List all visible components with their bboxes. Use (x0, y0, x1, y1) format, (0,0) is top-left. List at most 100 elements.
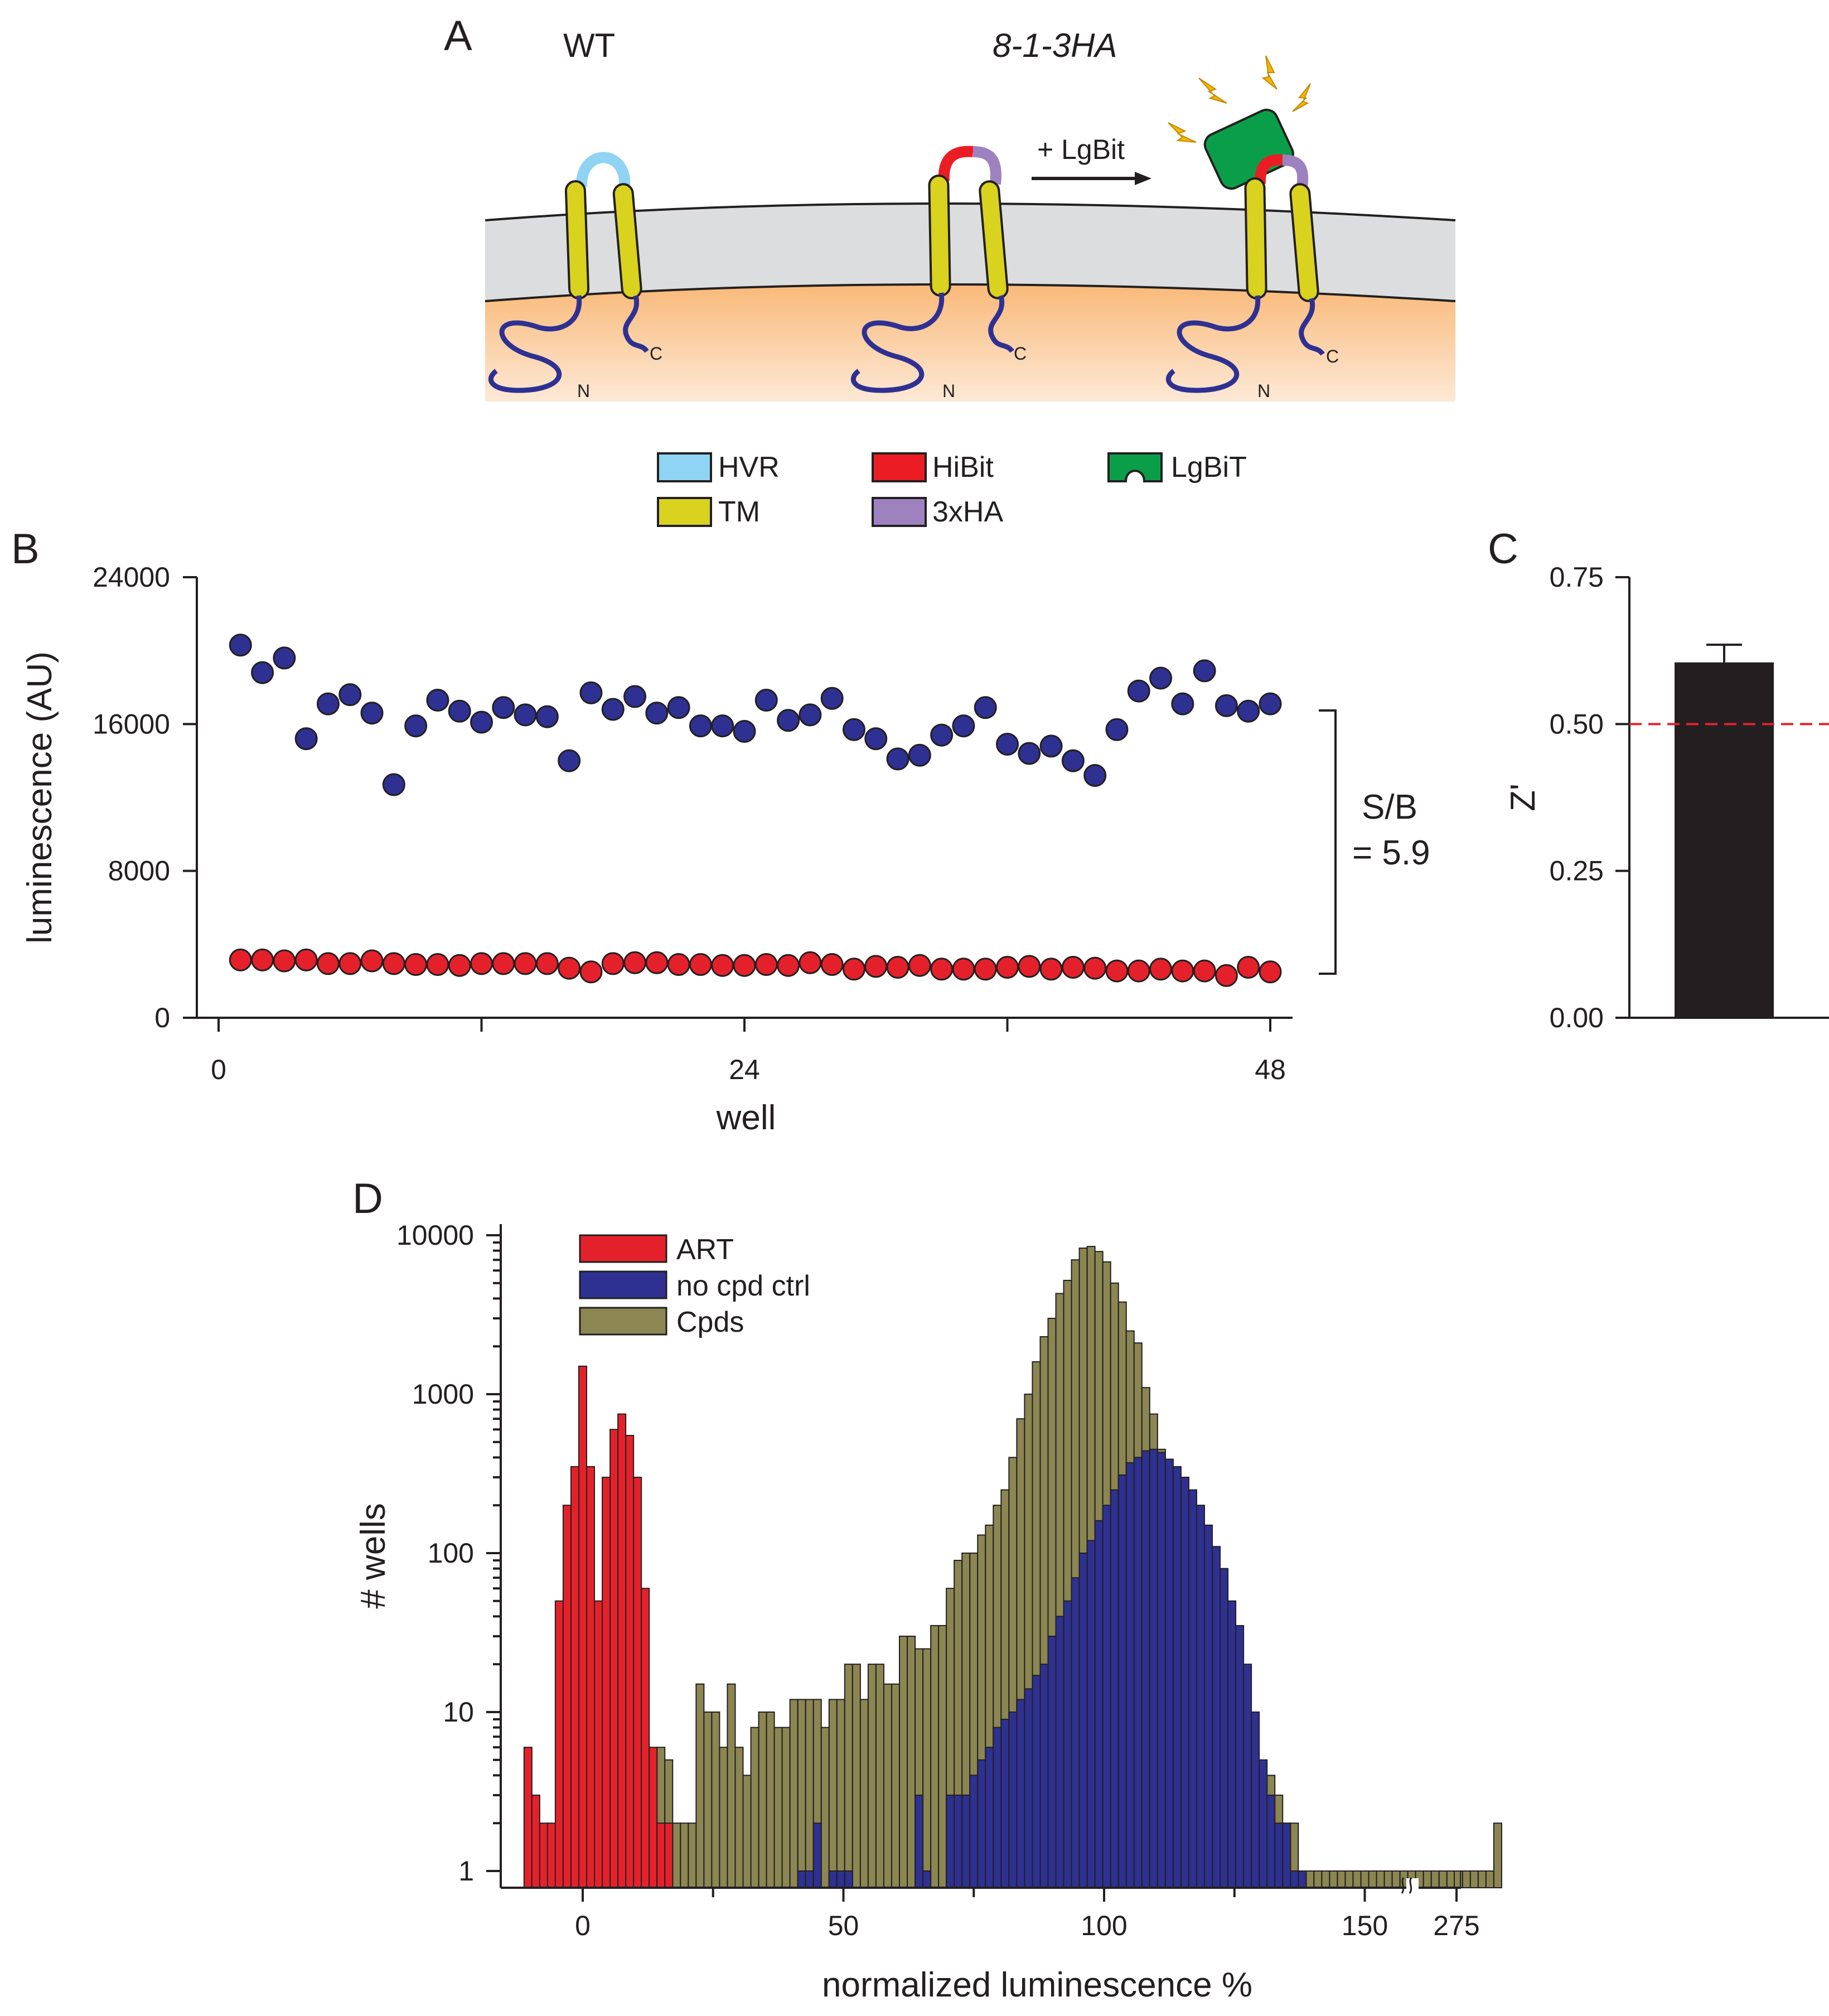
hist-bar-no-cpd-ctrl (1149, 1448, 1158, 1889)
hist-bar-no-cpd-ctrl (1063, 1600, 1072, 1888)
hist-bar-cpds (867, 1664, 877, 1889)
hist-bar-cpds (1422, 1870, 1432, 1888)
hist-bar-art (586, 1466, 596, 1889)
legend-swatch-cpds (579, 1307, 667, 1336)
hist-bar-cpds (1493, 1822, 1502, 1889)
panel-b: B luminescence (AU) well 0 8000 16000 24000… (11, 525, 1430, 1137)
signal-dot (316, 692, 340, 715)
background-dot (645, 951, 669, 974)
background-dot (1259, 960, 1282, 984)
background-dot (820, 953, 844, 976)
b-x-tick-label: 24 (729, 1054, 760, 1085)
background-dot (316, 952, 340, 975)
background-dot (229, 948, 252, 971)
signal-dot (273, 646, 296, 670)
hist-bar-art (602, 1477, 611, 1889)
hist-bar-no-cpd-ctrl (1298, 1870, 1307, 1888)
hist-bar-no-cpd-ctrl (1094, 1520, 1104, 1888)
hist-bar-no-cpd-ctrl (946, 1795, 955, 1889)
signal-dot (864, 727, 888, 751)
hist-bar-cpds (1321, 1870, 1330, 1888)
legend-label-no-cpd-ctrl: no cpd ctrl (676, 1270, 810, 1302)
hist-bar-art (649, 1747, 658, 1888)
background-dot (1039, 958, 1063, 981)
hist-bar-no-cpd-ctrl (805, 1870, 814, 1888)
signal-dot (820, 686, 844, 710)
background-dot (754, 953, 778, 976)
hist-bar-cpds (859, 1699, 869, 1888)
sb-value: = 5.9 (1352, 834, 1430, 872)
hist-bar-cpds (938, 1625, 947, 1889)
hist-bar-cpds (734, 1747, 744, 1888)
arrow-head (1135, 172, 1151, 185)
hist-bar-no-cpd-ctrl (1251, 1712, 1260, 1888)
c-y-tick-label: 0.50 (1550, 708, 1604, 739)
c-y-tick-label: 0.25 (1550, 855, 1604, 887)
signal-dot (1193, 659, 1216, 683)
n-terminus-tail (850, 292, 945, 393)
background-dot (1215, 964, 1238, 987)
hist-bar-cpds (899, 1636, 908, 1889)
hist-bar-no-cpd-ctrl (1243, 1664, 1252, 1889)
d-x-tick-label: 150 (1342, 1910, 1388, 1941)
hist-bar-no-cpd-ctrl (1203, 1524, 1213, 1888)
hist-bar-no-cpd-ctrl (969, 1775, 979, 1888)
tm-helix (1289, 183, 1319, 302)
hist-bar-no-cpd-ctrl (1266, 1795, 1276, 1889)
background-dot (974, 958, 997, 981)
panel-a: A WT 8-1-3HA C N C N + (444, 12, 1456, 528)
background-dot (908, 954, 931, 977)
tm-helix (612, 183, 642, 299)
signal-dot (1083, 764, 1107, 787)
signal-dot (645, 702, 669, 725)
panel-d-label: D (352, 1175, 383, 1222)
hibit-segment (1254, 154, 1283, 185)
hist-bar-cpds (750, 1727, 759, 1889)
hist-bar-cpds (688, 1822, 697, 1889)
d-axis-break-gap (1406, 1878, 1419, 1897)
legend-label-art: ART (676, 1234, 734, 1266)
hist-bar-no-cpd-ctrl (1078, 1553, 1088, 1888)
hist-bar-cpds (742, 1775, 752, 1888)
signal-dot (579, 681, 603, 704)
hist-bar-no-cpd-ctrl (954, 1795, 963, 1889)
c-terminus-tail (623, 294, 649, 353)
signal-dot (535, 705, 559, 728)
tm-helix (1244, 177, 1267, 299)
background-dot (426, 953, 449, 976)
background-dot (338, 952, 362, 975)
hist-bar-cpds (805, 1699, 814, 1888)
signal-dot (492, 696, 515, 719)
hist-bar-no-cpd-ctrl (1032, 1675, 1041, 1888)
panel-c-label: C (1488, 525, 1518, 573)
b-y-tick-label: 0 (154, 1002, 170, 1033)
mutant-label: 8-1-3HA (993, 27, 1117, 64)
background-dot (799, 951, 822, 974)
hist-bar-cpds (1462, 1870, 1471, 1888)
panel-c: C Z' 0.00 0.25 0.50 0.75 (1488, 525, 1829, 1033)
sb-label: S/B (1362, 788, 1417, 826)
b-x-tick-label: 0 (211, 1054, 226, 1085)
hvr-loop (575, 152, 631, 187)
d-y-tick-label: 10 (443, 1696, 474, 1728)
hist-bar-cpds (727, 1683, 736, 1888)
hist-bar-no-cpd-ctrl (1024, 1688, 1033, 1888)
signal-dot (930, 723, 954, 747)
3xha-segment (972, 146, 1001, 185)
b-dots (229, 634, 1282, 987)
complemented-receptor: C N (1165, 55, 1339, 401)
hist-bar-art (539, 1822, 548, 1889)
c-term-label: C (1014, 344, 1027, 364)
n-term-label: N (1257, 381, 1270, 401)
background-dot (514, 952, 537, 975)
d-x-tick-label: 275 (1433, 1910, 1479, 1941)
background-dot (492, 952, 515, 975)
background-dot (251, 948, 274, 971)
legend-swatch-3xha (872, 497, 927, 527)
signal-dot (777, 709, 800, 732)
light-bolt-icon (1261, 55, 1278, 90)
background-dot (996, 955, 1019, 979)
background-dot (273, 949, 296, 973)
d-y-tick-label: 1000 (412, 1379, 474, 1410)
hist-bar-no-cpd-ctrl (1086, 1540, 1096, 1888)
